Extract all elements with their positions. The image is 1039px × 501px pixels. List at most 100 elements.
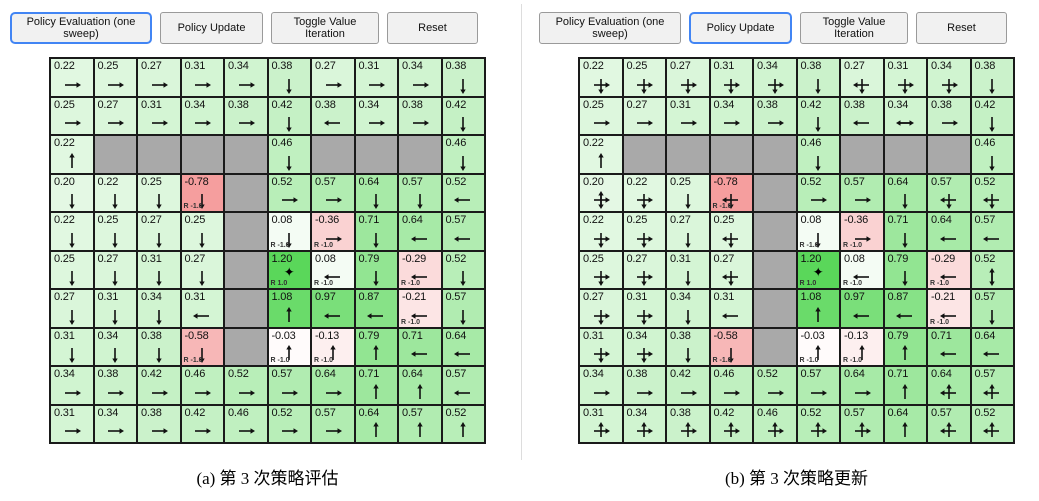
down-arrow-icon bbox=[815, 232, 821, 248]
state-value: 0.34 bbox=[184, 98, 206, 111]
down-arrow-icon bbox=[685, 271, 691, 286]
state-value: 0.57 bbox=[974, 214, 996, 226]
state-value: 0.25 bbox=[583, 98, 604, 111]
policy-update-button[interactable]: Policy Update bbox=[160, 12, 263, 44]
wall-cell bbox=[884, 136, 926, 173]
grid-cell: 0.25 bbox=[94, 59, 136, 96]
state-value: 0.42 bbox=[141, 368, 162, 380]
state-value: 0.22 bbox=[583, 214, 604, 226]
right-arrow-icon bbox=[282, 428, 299, 434]
grid-cell: 0.57 bbox=[442, 213, 484, 250]
state-value: 0.20 bbox=[583, 175, 604, 188]
policy-evaluation-one-sweep-button[interactable]: Policy Evaluation (one sweep) bbox=[539, 12, 681, 44]
state-value: 0.97 bbox=[844, 291, 865, 303]
state-value: 0.34 bbox=[887, 98, 909, 111]
grid-cell: 0.38 bbox=[138, 405, 180, 442]
state-value: 0.34 bbox=[228, 60, 249, 72]
state-value: 0.25 bbox=[626, 60, 648, 72]
state-value: 0.42 bbox=[184, 406, 206, 419]
grid-cell: 0.27 bbox=[51, 290, 93, 327]
policy-evaluation-one-sweep-button[interactable]: Policy Evaluation (one sweep) bbox=[10, 12, 152, 44]
left-arrow-icon bbox=[852, 274, 869, 280]
state-value: 0.87 bbox=[887, 291, 909, 303]
grid-cell: 0.57 bbox=[442, 290, 484, 327]
toggle-value-iteration-button[interactable]: Toggle Value Iteration bbox=[271, 12, 379, 44]
grid-cell: 0.64 bbox=[442, 328, 484, 365]
state-value: 0.22 bbox=[626, 175, 648, 188]
state-value: 0.27 bbox=[97, 98, 119, 111]
down-arrow-icon bbox=[728, 348, 734, 363]
state-value: 0.46 bbox=[713, 368, 735, 380]
left-arrow-icon bbox=[983, 235, 1000, 242]
grid-cell: 0.79 bbox=[884, 328, 926, 365]
up-arrow-icon bbox=[902, 383, 908, 399]
right-arrow-icon bbox=[593, 389, 610, 396]
right-arrow-icon bbox=[151, 81, 168, 88]
state-value: 0.52 bbox=[228, 368, 249, 380]
grid-cell: 0.31 bbox=[181, 59, 223, 96]
state-value: 0.71 bbox=[358, 368, 380, 380]
grid-cell: 1.20 ✦ R 1.0 bbox=[797, 251, 839, 288]
state-value: 0.25 bbox=[583, 252, 604, 265]
down-arrow-icon bbox=[989, 117, 995, 132]
reward-label: R -1.0 bbox=[314, 241, 334, 249]
down-arrow-icon bbox=[156, 232, 162, 248]
grid-cell: 0.42 bbox=[181, 405, 223, 442]
state-value: 0.64 bbox=[887, 406, 909, 419]
grid-cell: 0.25 bbox=[623, 213, 665, 250]
up-arrow-icon bbox=[373, 345, 379, 360]
state-value: 0.38 bbox=[757, 98, 778, 111]
grid-cell: 0.31 bbox=[181, 290, 223, 327]
grid-cell: 0.71 bbox=[884, 367, 926, 404]
state-value: 0.31 bbox=[887, 60, 909, 72]
grid-cell: 0.57 bbox=[442, 367, 484, 404]
grid-cell: 0.87 bbox=[884, 290, 926, 327]
right-down-arrow-icon bbox=[637, 309, 654, 325]
grid-cell: 0.34 bbox=[51, 367, 93, 404]
state-value: 0.27 bbox=[626, 252, 648, 265]
grid-cell: 0.52 bbox=[971, 174, 1013, 211]
state-value: 0.87 bbox=[358, 291, 380, 303]
state-value: -0.21 bbox=[931, 291, 956, 303]
state-value: 0.34 bbox=[141, 291, 162, 303]
reward-label: R -1.0 bbox=[930, 318, 950, 326]
right-arrow-icon bbox=[64, 120, 81, 126]
panel-a: Policy Evaluation (one sweep) Policy Upda… bbox=[0, 0, 519, 501]
state-value: 0.52 bbox=[445, 252, 467, 265]
state-value: 0.57 bbox=[445, 368, 467, 380]
grid-cell: 0.38 bbox=[754, 97, 796, 134]
down-arrow-icon bbox=[815, 117, 821, 132]
grid-cell: 0.34 bbox=[399, 59, 441, 96]
grid-cell: 0.38 bbox=[797, 59, 839, 96]
right-down-arrow-icon bbox=[680, 78, 697, 94]
state-value: 0.52 bbox=[800, 406, 822, 419]
grid-cell: 0.22 bbox=[51, 213, 93, 250]
grid-cell: 0.52 bbox=[225, 367, 267, 404]
left-arrow-icon bbox=[939, 274, 956, 280]
grid-cell: 0.71 bbox=[928, 328, 970, 365]
left-arrow-icon bbox=[454, 235, 471, 242]
state-value: 0.38 bbox=[402, 98, 423, 111]
state-value: -0.13 bbox=[844, 329, 869, 342]
policy-update-button[interactable]: Policy Update bbox=[689, 12, 792, 44]
grid-cell: 0.38 bbox=[94, 367, 136, 404]
grid-cell: 0.25 bbox=[667, 174, 709, 211]
down-arrow-icon bbox=[199, 194, 205, 209]
reset-button[interactable]: Reset bbox=[387, 12, 478, 44]
grid-cell: 0.27 bbox=[312, 59, 354, 96]
reset-button[interactable]: Reset bbox=[916, 12, 1007, 44]
right-arrow-icon bbox=[767, 120, 784, 126]
down-arrow-icon bbox=[902, 194, 908, 209]
right-arrow-icon bbox=[64, 428, 81, 434]
right-arrow-icon bbox=[195, 81, 212, 88]
down-arrow-icon bbox=[685, 232, 691, 248]
toggle-value-iteration-button[interactable]: Toggle Value Iteration bbox=[800, 12, 908, 44]
grid-cell: 0.22 bbox=[580, 136, 622, 173]
grid-cell: 0.31 bbox=[580, 405, 622, 442]
toolbar-a: Policy Evaluation (one sweep) Policy Upda… bbox=[10, 12, 478, 44]
state-value: 0.25 bbox=[97, 214, 119, 226]
grid-cell: 0.34 bbox=[355, 97, 397, 134]
right-arrow-icon bbox=[941, 120, 958, 126]
grid-cell: 0.25 bbox=[580, 97, 622, 134]
grid-cell: 0.22 bbox=[623, 174, 665, 211]
